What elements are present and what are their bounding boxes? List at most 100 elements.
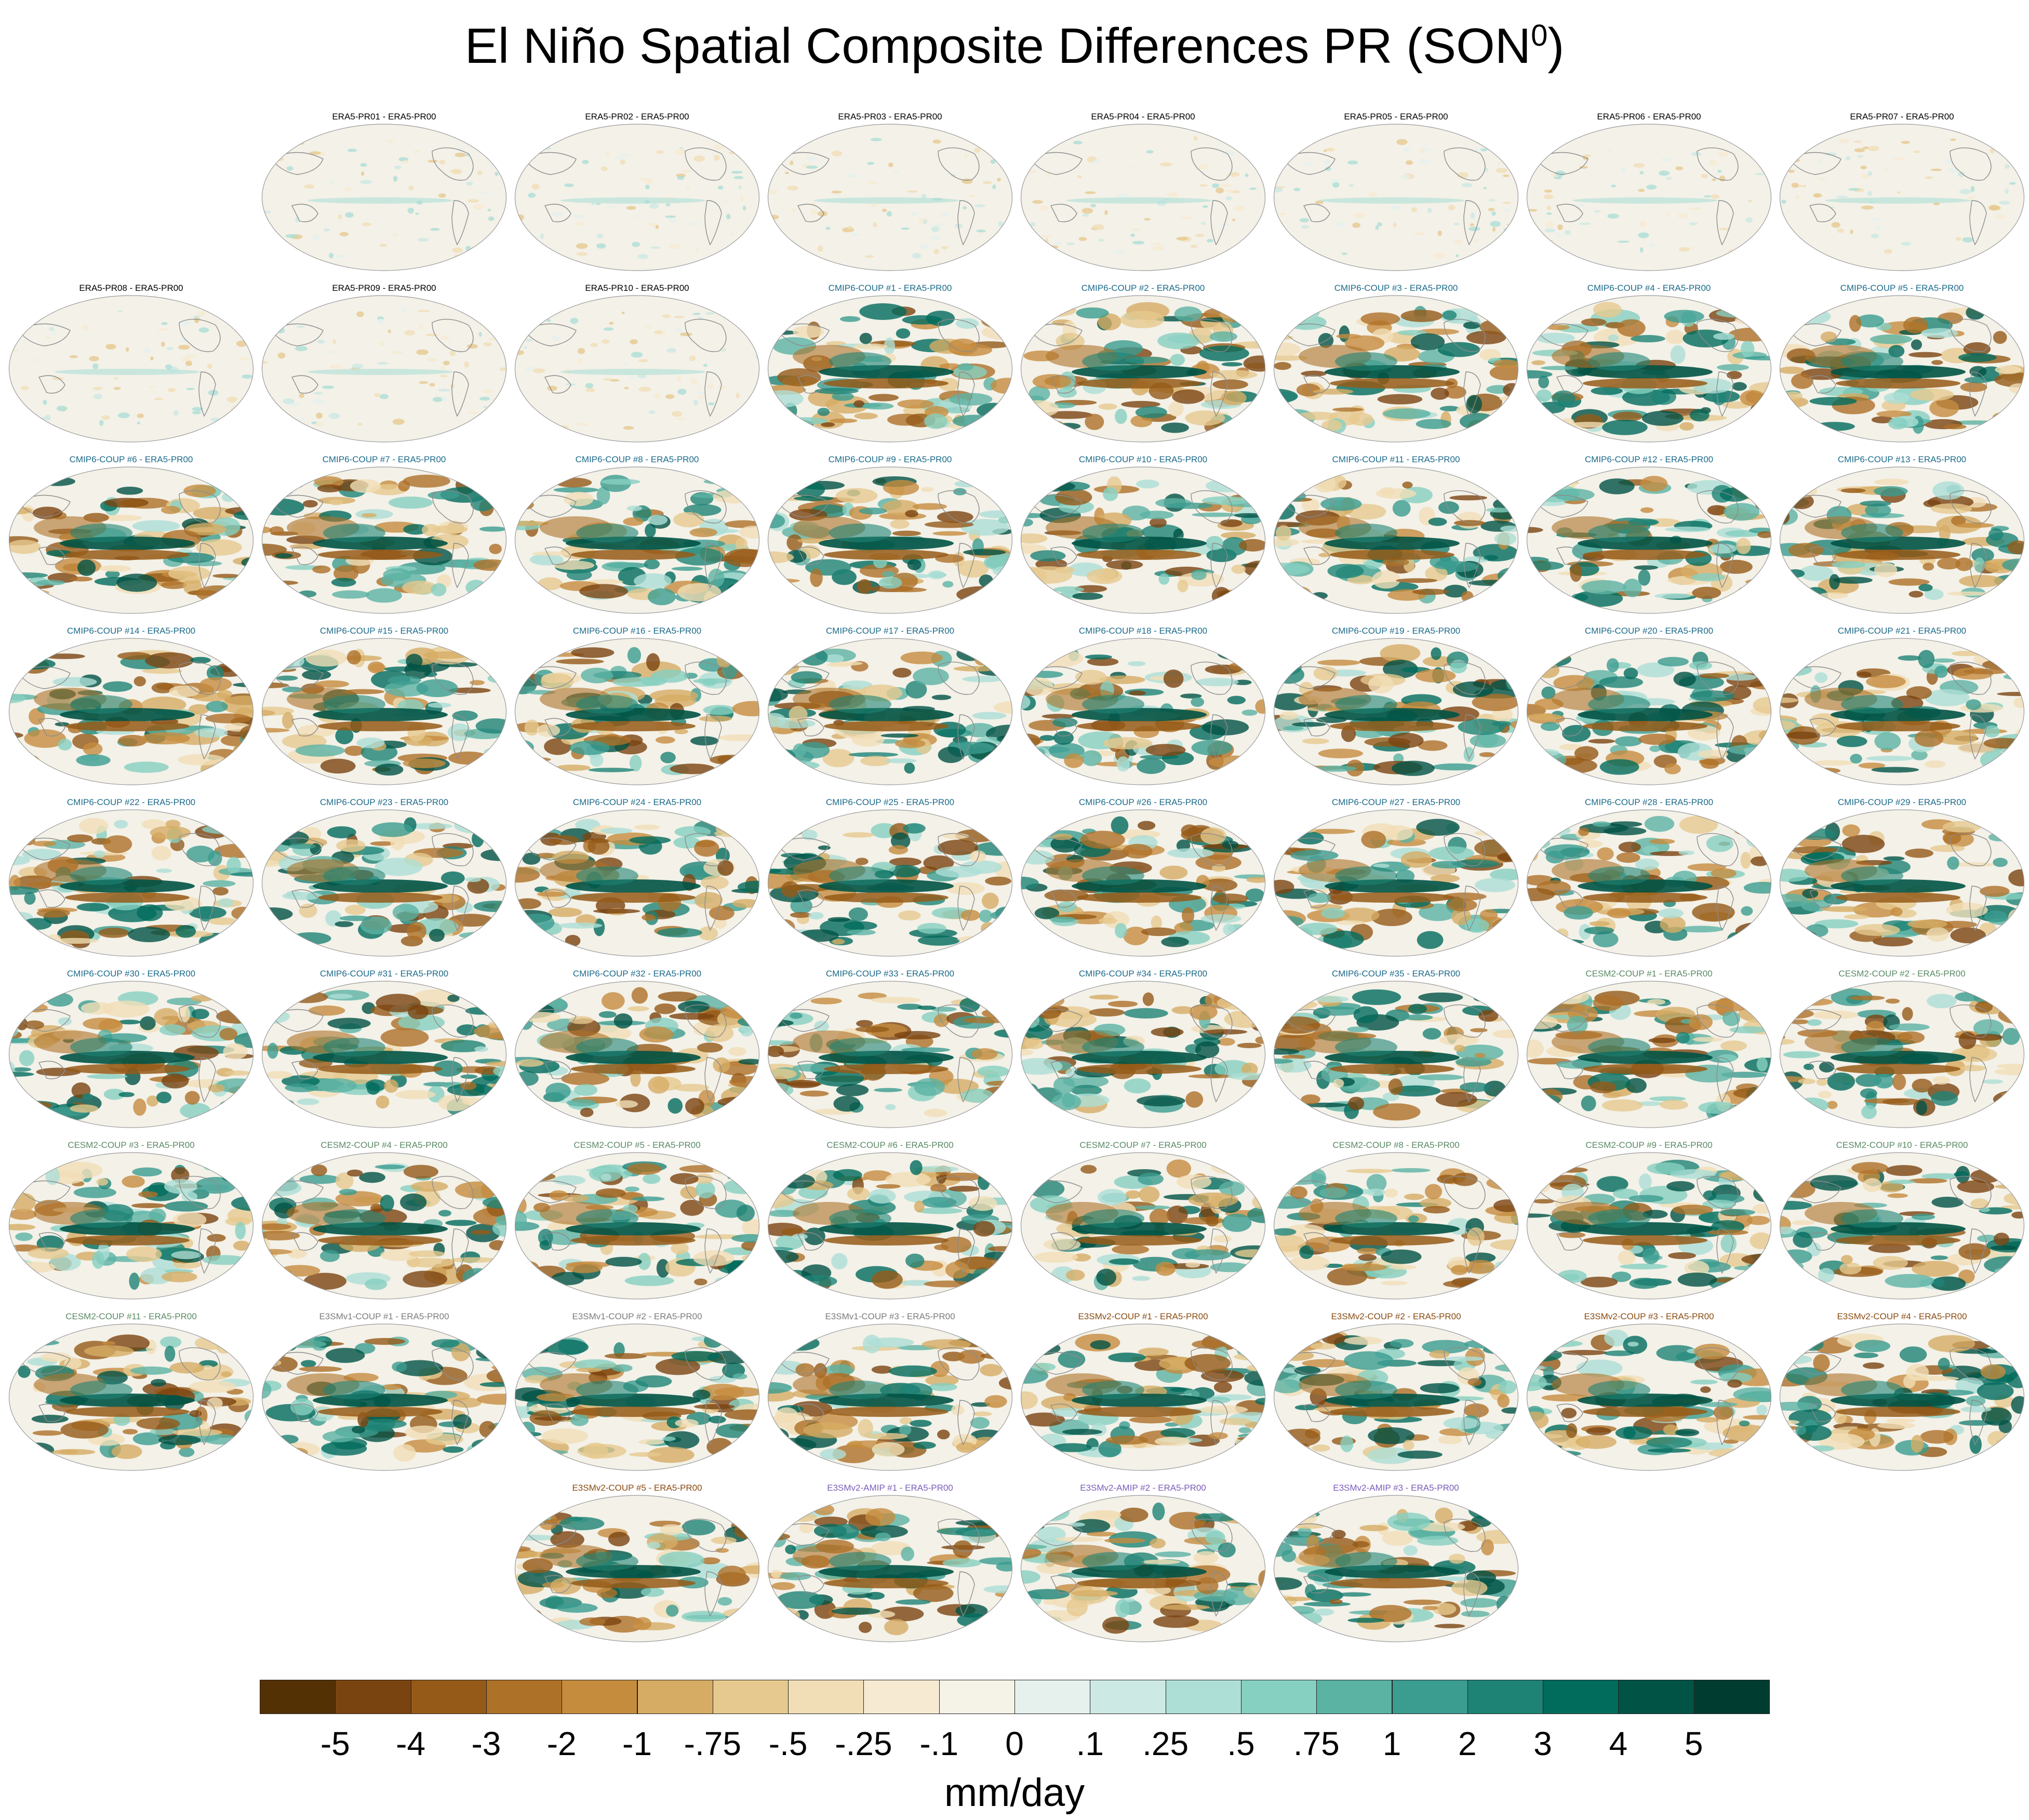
map-panel-field <box>767 981 1013 1128</box>
title-close: ) <box>1547 18 1565 74</box>
panel-label: CMIP6-COUP #29 - ERA5-PR00 <box>1837 797 1967 807</box>
colorbar-tick-label: 4 <box>1609 1725 1628 1762</box>
map-panel: CESM2-COUP #7 - ERA5-PR00 <box>1020 1139 1266 1301</box>
map-panel: CMIP6-COUP #11 - ERA5-PR00 <box>1273 453 1519 615</box>
colorbar-box <box>486 1680 563 1714</box>
panel-label: CMIP6-COUP #17 - ERA5-PR00 <box>825 626 955 636</box>
map-panel: CMIP6-COUP #31 - ERA5-PR00 <box>261 967 508 1129</box>
map-panel-field <box>1526 295 1772 443</box>
map-panel-field <box>261 1152 507 1300</box>
map-panel-field <box>514 1495 760 1642</box>
colorbar-box <box>863 1680 940 1714</box>
colorbar-box <box>712 1680 789 1714</box>
panel-label: E3SMv2-AMIP #3 - ERA5-PR00 <box>1333 1483 1459 1493</box>
map-panel-field <box>1779 124 2025 271</box>
map-panel-field <box>8 809 254 957</box>
map-panel-field <box>1779 809 2025 957</box>
map-panel: CMIP6-COUP #29 - ERA5-PR00 <box>1779 796 2025 958</box>
panel-label: CMIP6-COUP #19 - ERA5-PR00 <box>1331 626 1461 636</box>
map-panel: CMIP6-COUP #7 - ERA5-PR00 <box>261 453 508 615</box>
map-panel-field <box>1020 124 1266 271</box>
colorbar-unit: mm/day <box>944 1771 1085 1815</box>
map-panel: E3SMv2-AMIP #1 - ERA5-PR00 <box>767 1481 1013 1643</box>
panel-label: ERA5-PR09 - ERA5-PR00 <box>332 283 436 293</box>
map-panel: CMIP6-COUP #3 - ERA5-PR00 <box>1273 282 1519 444</box>
map-panel: CMIP6-COUP #19 - ERA5-PR00 <box>1273 624 1519 786</box>
map-panel: ERA5-PR10 - ERA5-PR00 <box>514 282 760 444</box>
map-panel-field <box>1526 981 1772 1128</box>
colorbar-tick-label: -4 <box>396 1725 426 1762</box>
map-panel-field <box>261 466 507 614</box>
colorbar-box <box>1693 1680 1770 1714</box>
panel-label: ERA5-PR10 - ERA5-PR00 <box>585 283 689 293</box>
map-panel: CMIP6-COUP #22 - ERA5-PR00 <box>8 796 255 958</box>
map-panel-field <box>8 1152 254 1300</box>
map-panel: E3SMv2-COUP #4 - ERA5-PR00 <box>1779 1310 2025 1472</box>
map-panel-field <box>1273 1152 1519 1300</box>
panel-label: ERA5-PR01 - ERA5-PR00 <box>332 112 436 122</box>
map-panel: CMIP6-COUP #14 - ERA5-PR00 <box>8 624 255 786</box>
panel-label: E3SMv1-COUP #1 - ERA5-PR00 <box>319 1312 449 1321</box>
title-text: El Niño Spatial Composite Differences PR… <box>464 18 1531 74</box>
map-panel: ERA5-PR07 - ERA5-PR00 <box>1779 110 2025 272</box>
colorbar-box <box>1467 1680 1544 1714</box>
colorbar-tick-label: 5 <box>1684 1725 1703 1762</box>
map-panel-field <box>8 466 254 614</box>
map-panel-grid: ERA5-PR01 - ERA5-PR00 ERA5-PR02 - ERA5-PR… <box>8 110 2025 1643</box>
map-panel: CMIP6-COUP #10 - ERA5-PR00 <box>1020 453 1266 615</box>
map-panel-field <box>767 124 1013 271</box>
map-panel-field <box>514 638 760 785</box>
colorbar-tick-label: -3 <box>471 1725 501 1762</box>
panel-label: CMIP6-COUP #35 - ERA5-PR00 <box>1331 969 1461 979</box>
map-panel-field <box>1020 295 1266 443</box>
map-panel-field <box>1526 1323 1772 1471</box>
map-panel-field <box>1779 1323 2025 1471</box>
panel-label: CMIP6-COUP #3 - ERA5-PR00 <box>1334 283 1458 293</box>
map-panel-field <box>1273 466 1519 614</box>
map-panel: ERA5-PR02 - ERA5-PR00 <box>514 110 760 272</box>
panel-label: ERA5-PR04 - ERA5-PR00 <box>1091 112 1195 122</box>
map-panel: CMIP6-COUP #26 - ERA5-PR00 <box>1020 796 1266 958</box>
map-panel: CMIP6-COUP #21 - ERA5-PR00 <box>1779 624 2025 786</box>
colorbar-tick-label: 0 <box>1005 1725 1024 1762</box>
colorbar <box>260 1680 1770 1716</box>
map-panel: CMIP6-COUP #18 - ERA5-PR00 <box>1020 624 1266 786</box>
colorbar-tick-label: 2 <box>1458 1725 1477 1762</box>
colorbar-box <box>1240 1680 1317 1714</box>
panel-label: ERA5-PR07 - ERA5-PR00 <box>1850 112 1954 122</box>
map-panel: ERA5-PR04 - ERA5-PR00 <box>1020 110 1266 272</box>
panel-label: ERA5-PR06 - ERA5-PR00 <box>1597 112 1701 122</box>
map-panel: CMIP6-COUP #30 - ERA5-PR00 <box>8 967 255 1129</box>
panel-label: CESM2-COUP #11 - ERA5-PR00 <box>65 1312 197 1321</box>
map-panel: CESM2-COUP #4 - ERA5-PR00 <box>261 1139 508 1301</box>
panel-label: CMIP6-COUP #11 - ERA5-PR00 <box>1332 454 1460 464</box>
map-panel-field <box>261 638 507 785</box>
panel-label: CMIP6-COUP #27 - ERA5-PR00 <box>1331 797 1461 807</box>
panel-label: CESM2-COUP #1 - ERA5-PR00 <box>1585 969 1713 979</box>
map-panel: CMIP6-COUP #15 - ERA5-PR00 <box>261 624 508 786</box>
panel-label: CMIP6-COUP #28 - ERA5-PR00 <box>1584 797 1714 807</box>
map-panel-field <box>1526 466 1772 614</box>
map-panel: ERA5-PR01 - ERA5-PR00 <box>261 110 508 272</box>
map-panel-field <box>767 295 1013 443</box>
map-panel-field <box>1020 1323 1266 1471</box>
panel-label: CMIP6-COUP #14 - ERA5-PR00 <box>66 626 196 636</box>
panel-label: CESM2-COUP #9 - ERA5-PR00 <box>1585 1140 1713 1150</box>
map-panel-field <box>1273 809 1519 957</box>
panel-label: CMIP6-COUP #33 - ERA5-PR00 <box>825 969 955 979</box>
map-panel-field <box>1526 638 1772 785</box>
map-panel-field <box>8 295 254 443</box>
map-panel-field <box>1020 809 1266 957</box>
colorbar-tick-label: .1 <box>1076 1725 1104 1762</box>
map-panel-field <box>1779 638 2025 785</box>
map-panel: CMIP6-COUP #2 - ERA5-PR00 <box>1020 282 1266 444</box>
colorbar-box <box>562 1680 638 1714</box>
map-panel-field <box>8 1323 254 1471</box>
map-panel-field <box>261 1323 507 1471</box>
panel-label: E3SMv2-AMIP #1 - ERA5-PR00 <box>827 1483 953 1493</box>
colorbar-tick-label: -.75 <box>684 1725 741 1762</box>
panel-label: CMIP6-COUP #31 - ERA5-PR00 <box>319 969 449 979</box>
map-panel-field <box>1020 466 1266 614</box>
map-panel-field <box>767 1323 1013 1471</box>
map-panel: CESM2-COUP #10 - ERA5-PR00 <box>1779 1139 2025 1301</box>
